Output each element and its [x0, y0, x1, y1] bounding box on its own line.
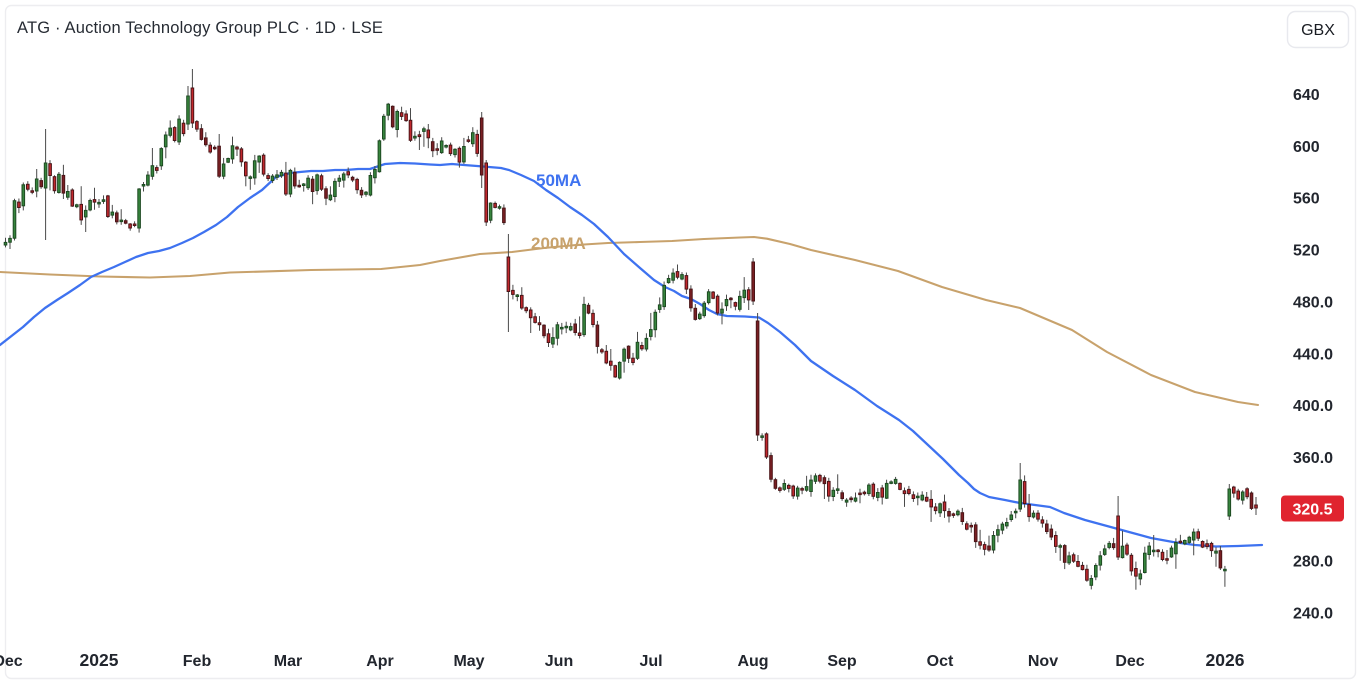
svg-text:Sep: Sep [827, 653, 857, 670]
svg-text:Aug: Aug [737, 653, 768, 670]
svg-text:Nov: Nov [1028, 653, 1058, 670]
svg-text:Apr: Apr [366, 653, 394, 670]
svg-text:560: 560 [1293, 191, 1320, 208]
svg-text:Dec: Dec [1115, 653, 1144, 670]
svg-text:50MA: 50MA [536, 171, 581, 190]
svg-text:360.0: 360.0 [1293, 450, 1333, 467]
svg-text:Oct: Oct [927, 653, 954, 670]
svg-text:May: May [453, 653, 484, 670]
svg-text:600: 600 [1293, 139, 1320, 156]
svg-text:2026: 2026 [1206, 650, 1245, 670]
svg-text:440.0: 440.0 [1293, 346, 1333, 363]
svg-text:520: 520 [1293, 243, 1320, 260]
svg-text:400.0: 400.0 [1293, 398, 1333, 415]
svg-text:Jul: Jul [639, 653, 662, 670]
svg-text:280.0: 280.0 [1293, 554, 1333, 571]
svg-text:640: 640 [1293, 87, 1320, 104]
svg-text:ATG · Auction Technology Group: ATG · Auction Technology Group PLC · 1D … [17, 19, 383, 37]
svg-text:GBX: GBX [1301, 22, 1335, 39]
svg-text:Feb: Feb [183, 653, 212, 670]
svg-text:240.0: 240.0 [1293, 606, 1333, 623]
svg-text:2025: 2025 [80, 650, 119, 670]
svg-text:320.5: 320.5 [1292, 502, 1332, 519]
svg-text:200MA: 200MA [531, 234, 586, 253]
svg-text:Jun: Jun [545, 653, 573, 670]
svg-text:Dec: Dec [0, 653, 23, 670]
svg-text:480.0: 480.0 [1293, 294, 1333, 311]
svg-text:Mar: Mar [274, 653, 302, 670]
